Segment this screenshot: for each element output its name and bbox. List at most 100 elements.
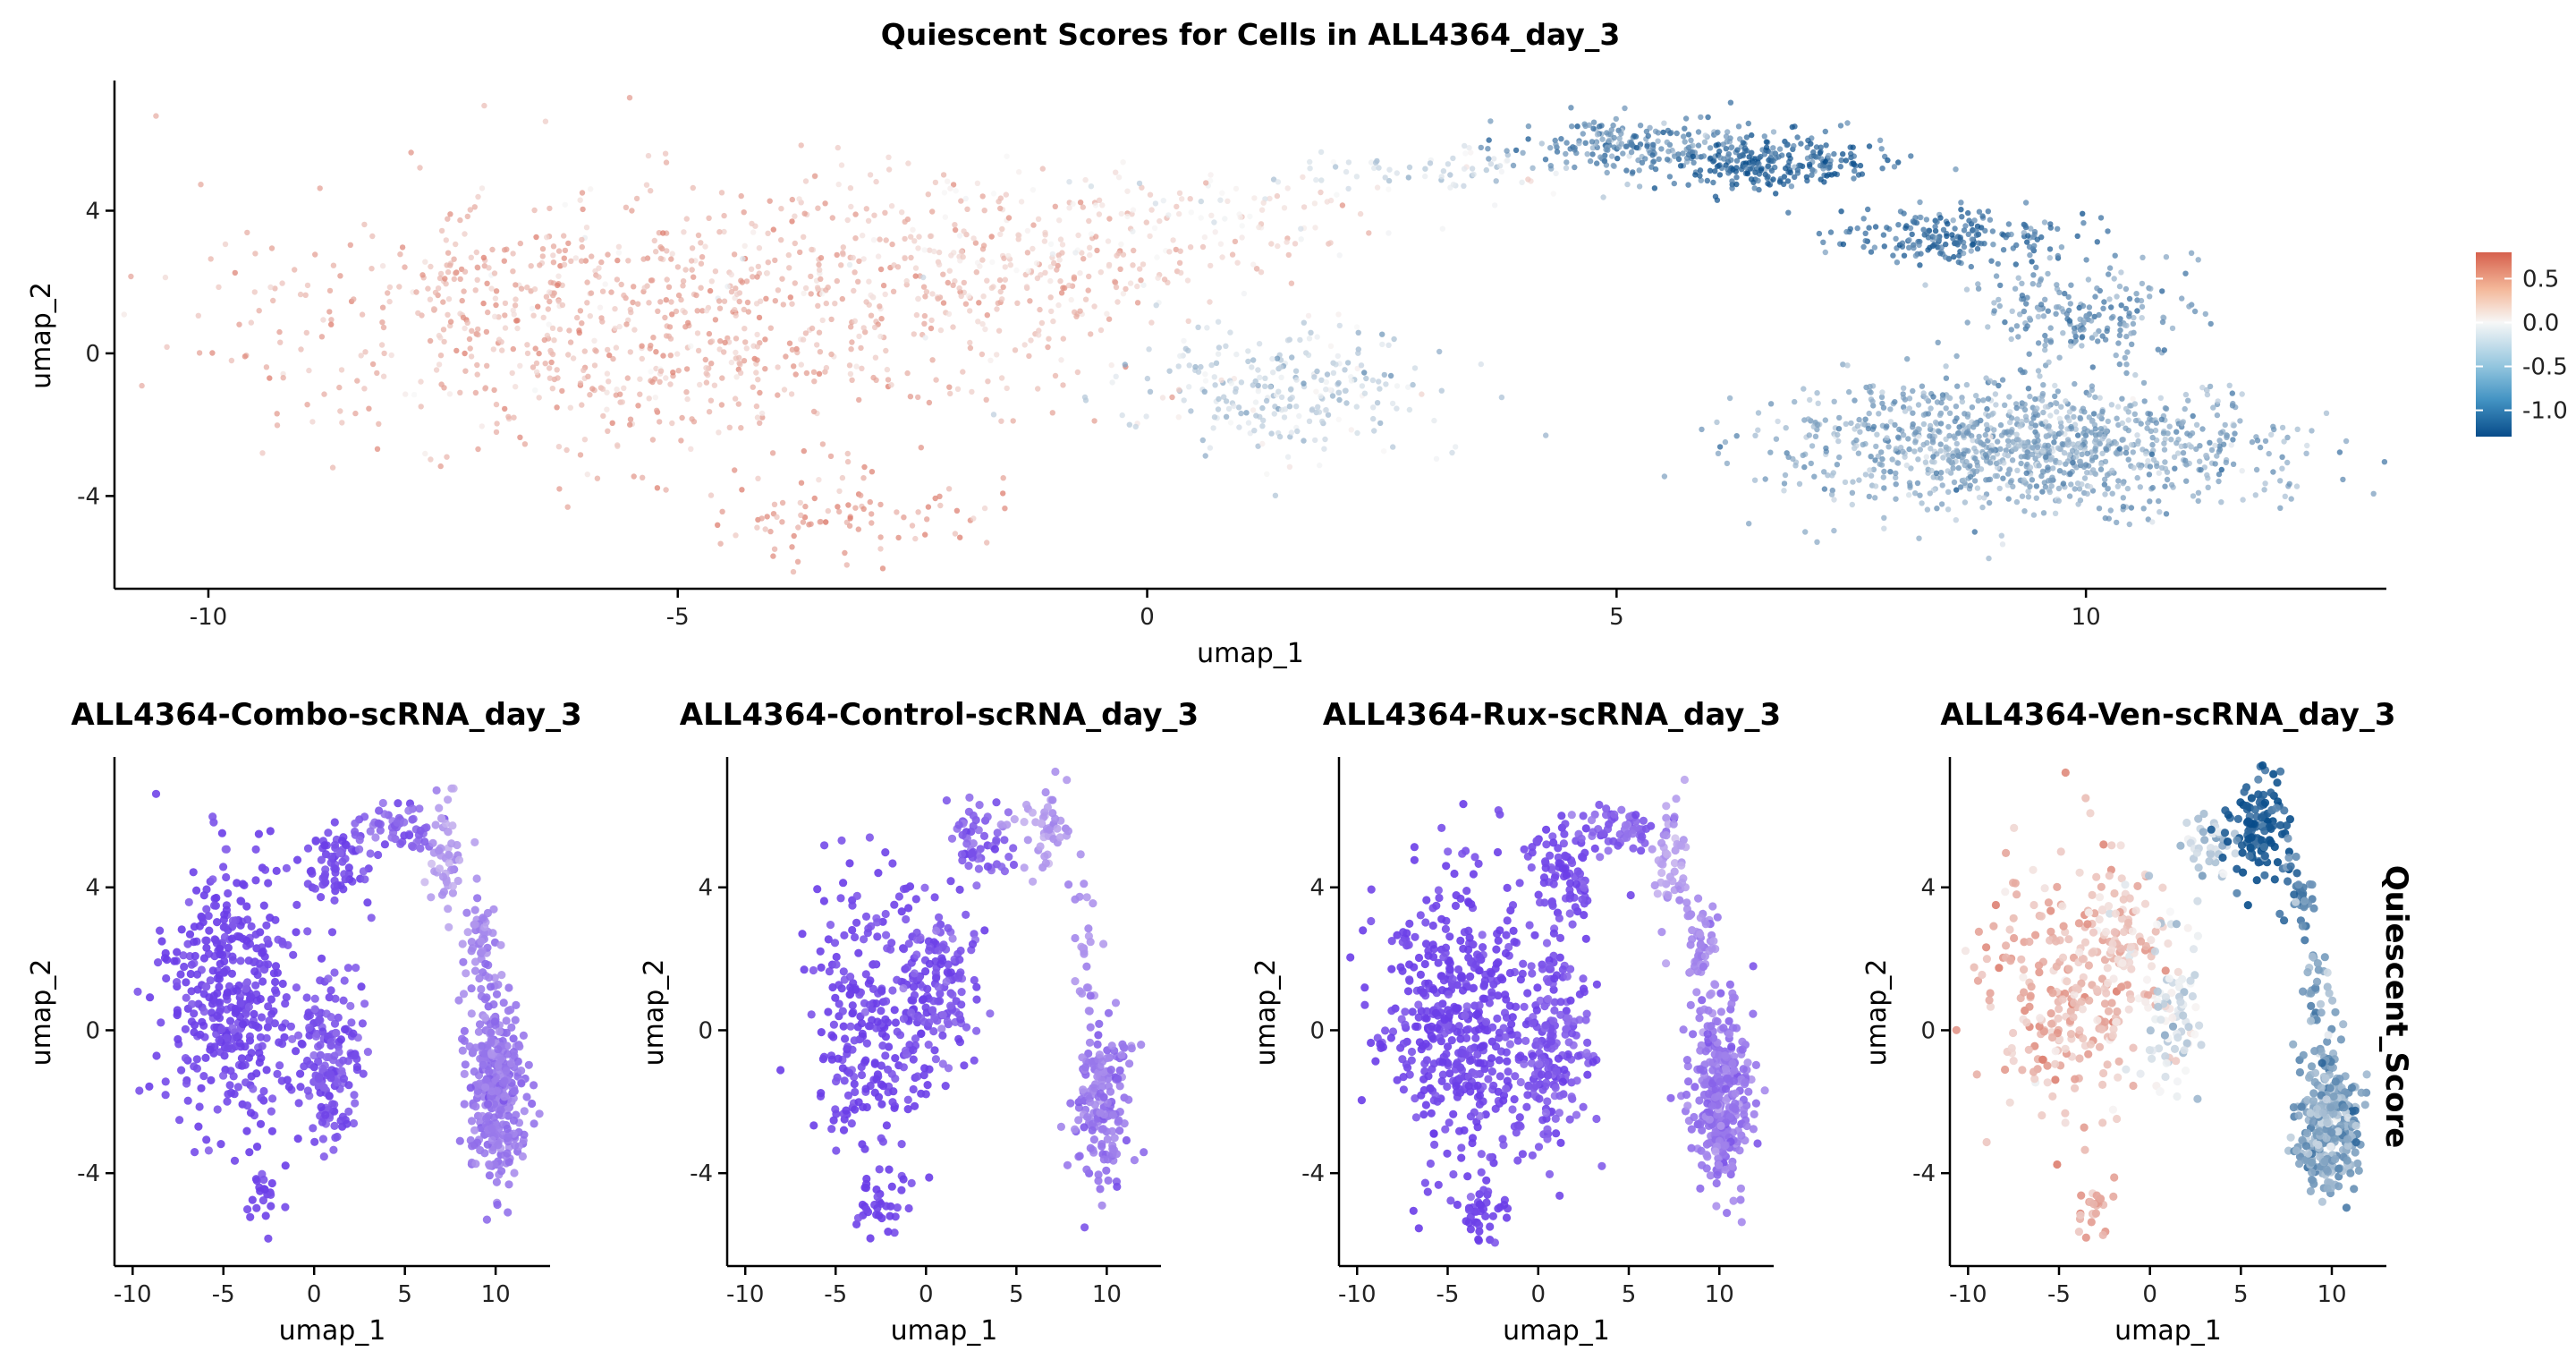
scatter-point — [1809, 166, 1816, 174]
scatter-point — [1981, 495, 1987, 501]
scatter-point — [1835, 431, 1841, 438]
scatter-point — [2140, 506, 2147, 512]
scatter-point — [475, 973, 484, 983]
scatter-point — [2102, 491, 2108, 497]
scatter-point — [483, 1100, 493, 1109]
scatter-point — [982, 326, 988, 333]
scatter-point — [435, 803, 444, 812]
scatter-point — [2080, 220, 2087, 226]
scatter-point — [1486, 137, 1492, 143]
scatter-point — [1173, 246, 1180, 253]
scatter-point — [2067, 471, 2073, 478]
scatter-point — [1201, 388, 1208, 395]
scatter-point — [524, 1060, 533, 1069]
scatter-point — [1881, 468, 1887, 475]
scatter-point — [1990, 242, 1996, 248]
scatter-point — [305, 1023, 314, 1033]
scatter-point — [1042, 269, 1048, 276]
scatter-point — [419, 272, 426, 278]
x-tick-label: 5 — [397, 1281, 412, 1308]
scatter-point — [1336, 252, 1343, 259]
scatter-point — [1735, 123, 1742, 130]
scatter-point — [604, 406, 610, 412]
scatter-point — [473, 894, 482, 903]
scatter-point — [2216, 438, 2223, 444]
scatter-point — [561, 261, 568, 268]
scatter-point — [380, 840, 389, 849]
scatter-point — [1765, 180, 1771, 187]
scatter-point — [213, 989, 222, 998]
scatter-point — [351, 1099, 360, 1108]
scatter-point — [397, 251, 403, 258]
scatter-point — [1724, 154, 1732, 160]
scatter-point — [2070, 460, 2076, 466]
scatter-point — [1275, 242, 1281, 250]
scatter-point — [1991, 379, 1997, 387]
scatter-point — [1955, 429, 1962, 436]
scatter-point — [2195, 489, 2202, 496]
scatter-point — [2139, 303, 2146, 310]
scatter-point — [716, 346, 723, 353]
scatter-point — [427, 859, 436, 869]
scatter-point — [801, 234, 807, 240]
scatter-point — [1387, 372, 1394, 379]
scatter-point — [1047, 294, 1054, 301]
scatter-point — [2113, 440, 2119, 446]
scatter-point — [1950, 465, 1956, 472]
scatter-point — [1915, 456, 1921, 463]
scatter-point — [997, 231, 1004, 237]
scatter-point — [355, 836, 364, 845]
scatter-point — [668, 299, 674, 305]
scatter-point — [1685, 182, 1691, 188]
scatter-point — [2029, 477, 2036, 483]
scatter-point — [1256, 341, 1263, 347]
scatter-point — [297, 291, 304, 298]
scatter-point — [2023, 470, 2029, 476]
scatter-point — [1762, 476, 1768, 482]
scatter-point — [1823, 142, 1829, 149]
scatter-point — [2099, 408, 2106, 415]
scatter-point — [1838, 208, 1844, 215]
scatter-point — [2017, 311, 2023, 318]
scatter-point — [1301, 438, 1307, 444]
scatter-point — [1712, 168, 1718, 174]
scatter-point — [851, 287, 857, 294]
scatter-point — [321, 391, 327, 397]
scatter-point — [230, 1156, 240, 1165]
scatter-point — [2042, 346, 2048, 353]
scatter-point — [2095, 338, 2101, 344]
scatter-point — [2195, 497, 2201, 505]
scatter-point — [1094, 247, 1100, 254]
scatter-point — [512, 1000, 521, 1009]
scatter-point — [785, 251, 792, 259]
scatter-point — [1207, 299, 1213, 305]
scatter-point — [1021, 342, 1028, 348]
scatter-point — [326, 1038, 335, 1047]
scatter-point — [493, 401, 500, 408]
scatter-point — [1124, 188, 1131, 194]
scatter-point — [1937, 251, 1944, 257]
scatter-point — [1969, 404, 1976, 411]
scatter-point — [961, 228, 967, 234]
scatter-point — [1227, 420, 1234, 426]
scatter-point — [317, 1102, 326, 1111]
scatter-point — [1879, 455, 1885, 463]
scatter-point — [2277, 478, 2284, 484]
scatter-point — [976, 300, 982, 306]
scatter-point — [1127, 280, 1134, 286]
scatter-point — [1831, 527, 1837, 534]
scatter-point — [708, 338, 716, 344]
scatter-point — [483, 908, 493, 918]
scatter-point — [789, 346, 796, 353]
scatter-point — [1284, 239, 1290, 245]
scatter-point — [286, 1022, 295, 1031]
scatter-point — [537, 262, 543, 268]
scatter-point — [1740, 140, 1747, 146]
scatter-point — [1743, 134, 1750, 140]
scatter-point — [205, 993, 214, 1002]
scatter-point — [1297, 336, 1303, 344]
scatter-point — [823, 300, 829, 307]
scatter-point — [2239, 391, 2245, 397]
scatter-point — [579, 320, 585, 327]
scatter-point — [599, 386, 606, 392]
